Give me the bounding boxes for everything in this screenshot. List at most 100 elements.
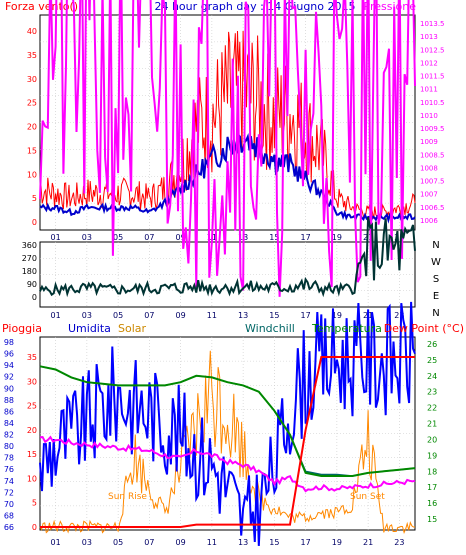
pressure-tick-label: 1009.5 [420, 125, 445, 133]
pressure-tick-label: 1006 [420, 217, 438, 225]
pressure-tick-label: 1006.5 [420, 204, 445, 212]
hour-tick-label: 13 [238, 538, 248, 547]
wind-tick-label: 10 [27, 170, 37, 179]
pressure-tick-label: 1010 [420, 112, 438, 120]
hour-tick-label: 19 [332, 311, 342, 320]
hour-tick-label: 01 [51, 233, 61, 242]
hour-tick-label: 23 [394, 233, 404, 242]
hour-tick-label: 11 [207, 311, 217, 320]
hour-tick-label: 09 [176, 538, 186, 547]
humidity-tick-label: 66 [4, 523, 14, 532]
direction-tick-label: 90 [27, 280, 37, 289]
humidity-tick-label: 72 [4, 488, 14, 497]
pressure-tick-label: 1011.5 [420, 73, 445, 81]
pressure-tick-label: 1011 [420, 86, 438, 94]
hour-tick-label: 05 [113, 311, 123, 320]
rain-tick-label: 15 [27, 450, 37, 459]
hour-tick-label: 01 [51, 311, 61, 320]
sunset-label: Sun Set [350, 492, 385, 502]
hour-tick-label: 23 [394, 311, 404, 320]
compass-label: E [433, 291, 439, 302]
compass-label: S [433, 274, 439, 285]
hour-tick-label: 15 [269, 538, 279, 547]
rain-tick-label: 30 [27, 377, 37, 386]
hour-tick-label: 03 [82, 311, 92, 320]
compass-label: W [431, 257, 441, 268]
temperature-tick-label: 24 [427, 372, 437, 381]
wind-axis-title: Forza vento() [5, 0, 78, 13]
temperature-tick-label: 23 [427, 388, 437, 397]
pressure-tick-label: 1012 [420, 59, 438, 67]
humidity-tick-label: 88 [4, 396, 14, 405]
temperature-tick-label: 16 [427, 499, 437, 508]
temperature-line [39, 365, 416, 477]
rain-tick-label: 25 [27, 402, 37, 411]
humidity-tick-label: 76 [4, 465, 14, 474]
legend-solar: Solar [118, 322, 147, 335]
hour-tick-label: 17 [301, 538, 311, 547]
wind-tick-label: 15 [27, 146, 37, 155]
wind-tick-label: 5 [32, 194, 37, 203]
hour-tick-label: 01 [51, 538, 61, 547]
wind-tick-label: 20 [27, 123, 37, 132]
wind-average-line [39, 132, 416, 224]
pressure-tick-label: 1007.5 [420, 178, 445, 186]
rain-tick-label: 5 [32, 499, 37, 508]
direction-tick-label: 360 [22, 241, 37, 250]
humidity-tick-label: 86 [4, 407, 14, 416]
temperature-tick-label: 25 [427, 356, 437, 365]
pressure-tick-label: 1008 [420, 164, 438, 172]
rain-tick-label: 0 [32, 523, 37, 532]
sunrise-label: Sun Rise [108, 492, 147, 502]
direction-tick-label: 270 [22, 254, 37, 263]
direction-tick-label: 180 [22, 267, 37, 276]
hour-tick-label: 21 [363, 538, 373, 547]
hour-tick-label: 15 [269, 311, 279, 320]
temperature-tick-label: 22 [427, 404, 437, 413]
humidity-tick-label: 96 [4, 350, 14, 359]
temperature-tick-label: 19 [427, 451, 437, 460]
legend-umidita: Umidita [68, 322, 111, 335]
hour-tick-label: 03 [82, 233, 92, 242]
direction-tick-label: 0 [32, 293, 37, 302]
temperature-tick-label: 21 [427, 420, 437, 429]
wind-tick-label: 30 [27, 75, 37, 84]
pressure-tick-label: 1008.5 [420, 151, 445, 159]
dewpoint-line [39, 435, 416, 493]
rain-tick-label: 20 [27, 426, 37, 435]
legend-windchill: Windchill [245, 322, 295, 335]
compass-label: N [432, 308, 439, 319]
humidity-tick-label: 84 [4, 419, 14, 428]
rain-line [40, 356, 415, 528]
hour-tick-label: 15 [269, 233, 279, 242]
pressure-tick-label: 1010.5 [420, 99, 445, 107]
pressure-tick-label: 1012.5 [420, 46, 445, 54]
solar-line [39, 350, 415, 534]
hour-tick-label: 19 [332, 233, 342, 242]
pressure-tick-label: 1009 [420, 138, 438, 146]
wind-tick-label: 40 [27, 27, 37, 36]
rain-tick-label: 10 [27, 474, 37, 483]
humidity-tick-label: 94 [4, 361, 14, 370]
graph-title: 24 hour graph day : 14 Giugno 2015 [154, 0, 355, 13]
legend-dewpoint: Dew Point (°C) [384, 322, 464, 335]
temperature-tick-label: 17 [427, 483, 437, 492]
hour-tick-label: 05 [113, 538, 123, 547]
hour-tick-label: 07 [144, 311, 154, 320]
humidity-tick-label: 82 [4, 431, 14, 440]
humidity-line [39, 301, 416, 546]
hour-tick-label: 17 [301, 311, 311, 320]
compass-label: N [432, 240, 439, 251]
wind-tick-label: 0 [32, 218, 37, 227]
legend-pioggia: Pioggia [2, 322, 42, 335]
hour-tick-label: 19 [332, 538, 342, 547]
pressure-tick-label: 1007 [420, 191, 438, 199]
legend-temperatura: Temperatura [311, 322, 382, 335]
pressure-tick-label: 1013.5 [420, 20, 445, 28]
humidity-tick-label: 92 [4, 373, 14, 382]
humidity-tick-label: 68 [4, 511, 14, 520]
hour-tick-label: 13 [238, 311, 248, 320]
temperature-tick-label: 26 [427, 340, 437, 349]
hour-tick-label: 07 [144, 538, 154, 547]
